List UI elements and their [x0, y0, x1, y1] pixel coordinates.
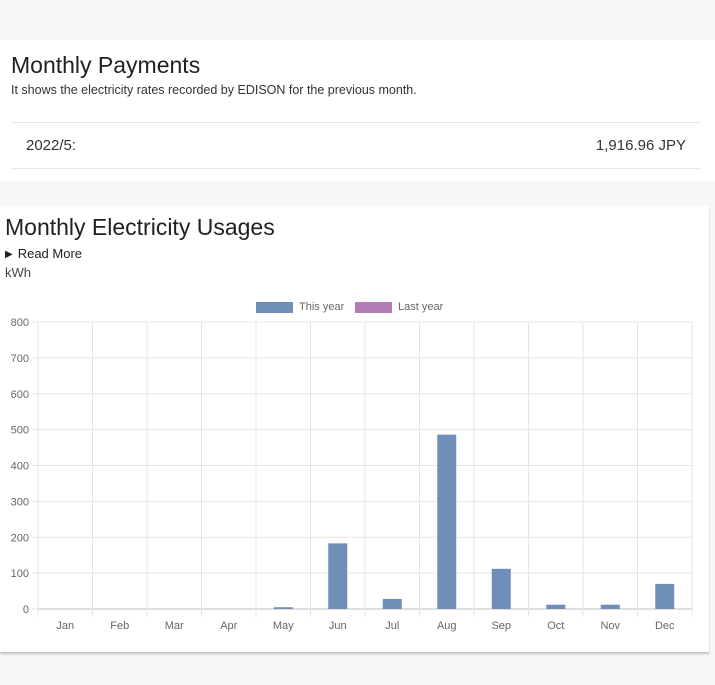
unit-label: kWh: [5, 265, 31, 280]
x-tick-label: Aug: [437, 620, 457, 632]
x-tick-label: Jun: [329, 620, 347, 632]
read-more-toggle[interactable]: ▶ Read More: [5, 246, 82, 261]
x-tick-label: Jul: [385, 620, 399, 632]
triangle-right-icon: ▶: [5, 249, 13, 260]
payments-subtitle: It shows the electricity rates recorded …: [11, 83, 417, 97]
bar-this-year-dec: [655, 583, 675, 609]
electricity-usage-card: Monthly Electricity Usages ▶ Read More kW…: [0, 206, 709, 652]
top-band: [0, 0, 715, 40]
legend-item-this-year[interactable]: This year: [256, 300, 351, 316]
x-tick-label: Feb: [110, 620, 129, 632]
x-tick-label: Dec: [655, 620, 675, 632]
x-tick-label: Sep: [491, 620, 511, 632]
payment-amount: 1,916.96 JPY: [595, 137, 686, 154]
read-more-label: Read More: [17, 246, 83, 261]
bar-this-year-nov: [600, 604, 620, 609]
payment-month: 2022/5:: [26, 137, 77, 154]
divider: [11, 168, 701, 169]
x-tick-label: Jan: [56, 620, 74, 632]
y-tick-label: 600: [11, 389, 29, 401]
x-tick-label: Nov: [600, 620, 620, 632]
x-tick-label: May: [273, 620, 294, 632]
legend-label-last-year: Last year: [398, 301, 444, 313]
y-tick-label: 300: [11, 496, 29, 508]
legend-label-this-year: This year: [299, 301, 345, 313]
usage-title: Monthly Electricity Usages: [5, 214, 275, 240]
usage-bar-chart: 0 100 200 300 400 500 600 700 800 Jan Feb Mar Apr May…: [11, 317, 693, 632]
bar-this-year-jun: [328, 543, 348, 609]
legend-swatch-this-year: [256, 302, 293, 313]
y-tick-label: 500: [11, 425, 29, 437]
bar-this-year-aug: [437, 434, 457, 609]
monthly-payments-card: Monthly Payments It shows the electricit…: [0, 40, 715, 181]
payments-title: Monthly Payments: [11, 52, 201, 78]
bar-this-year-sep: [491, 568, 511, 609]
chart-legend: This year Last year: [0, 300, 709, 316]
y-tick-label: 200: [11, 532, 29, 544]
y-tick-label: 800: [11, 317, 29, 329]
legend-item-last-year[interactable]: Last year: [355, 300, 450, 316]
legend-swatch-last-year: [355, 302, 392, 313]
x-tick-label: Oct: [547, 620, 564, 632]
y-tick-label: 700: [11, 353, 29, 365]
bar-this-year-jul: [382, 598, 402, 609]
divider: [11, 122, 701, 123]
y-tick-label: 100: [11, 568, 29, 580]
x-tick-label: Apr: [220, 620, 237, 632]
bar-this-year-may: [273, 607, 293, 609]
bar-this-year-oct: [546, 604, 566, 609]
y-tick-label: 400: [11, 461, 29, 473]
x-tick-label: Mar: [165, 620, 184, 632]
y-tick-label: 0: [23, 604, 29, 616]
